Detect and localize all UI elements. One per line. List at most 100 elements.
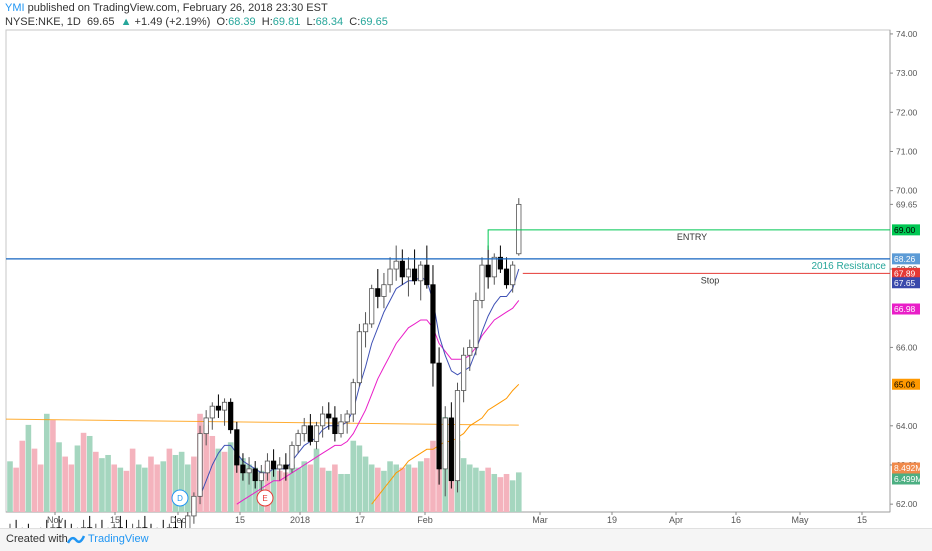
candle-body [296, 434, 300, 446]
volume-bar [87, 436, 93, 512]
candle-body [406, 269, 410, 277]
candle-body [278, 465, 282, 469]
candle-body [327, 414, 331, 418]
volume-bar [44, 414, 50, 512]
volume-bar [56, 442, 62, 512]
volume-bar [516, 472, 522, 512]
candle-body [425, 265, 429, 285]
candle-body [216, 406, 220, 410]
candle-body [284, 465, 288, 469]
candle-body [228, 402, 232, 429]
candle-body [382, 285, 386, 297]
volume-bar [510, 480, 516, 512]
candle-body [290, 445, 294, 469]
volume-bar [430, 441, 436, 512]
volume-bar [69, 464, 75, 512]
volume-bar [418, 461, 424, 512]
volume-bar [344, 474, 350, 512]
x-tick-label: 2018 [290, 515, 310, 525]
candle-body [339, 422, 343, 434]
volume-bar [424, 458, 430, 512]
candle-body [449, 418, 453, 481]
candle-body [308, 426, 312, 442]
volume-bar [75, 445, 81, 512]
price-tag-label: 69.00 [894, 225, 916, 235]
candle-body [241, 465, 245, 473]
candle-body [510, 265, 514, 285]
volume-bar [308, 464, 314, 512]
candle-body [517, 204, 521, 253]
y-tick-label: 69.65 [896, 199, 918, 209]
candle-body [474, 300, 478, 347]
volume-bar [209, 436, 215, 512]
candle-body [320, 414, 324, 426]
volume-bar [412, 468, 418, 512]
candle-body [419, 265, 423, 281]
y-tick-label: 74.00 [896, 29, 918, 39]
candle-body [455, 391, 459, 481]
tradingview-logo-icon [66, 532, 86, 546]
volume-bar [19, 441, 25, 512]
price-tag-label: 67.65 [894, 278, 916, 288]
volume-bar [136, 464, 142, 512]
candle-body [400, 261, 404, 277]
price-tag-label: 6.499M [894, 474, 922, 484]
volume-bar [148, 457, 154, 512]
y-tick-label: 70.00 [896, 186, 918, 196]
candle-body [345, 414, 349, 422]
candle-body [388, 269, 392, 285]
volume-bar [485, 468, 491, 512]
volume-bar [357, 445, 363, 512]
price-tag-label: 8.492M [894, 463, 922, 473]
candle-body [186, 516, 190, 528]
x-tick-label: 15 [235, 515, 245, 525]
tradingview-brand-link[interactable]: TradingView [88, 533, 149, 545]
volume-bar [105, 455, 111, 512]
volume-bar [99, 458, 105, 512]
volume-bar [185, 464, 191, 512]
footer-bar: Created with TradingView [0, 528, 932, 551]
candle-body [480, 265, 484, 300]
volume-bar [326, 471, 332, 512]
volume-bar [154, 464, 160, 512]
volume-bar [222, 452, 228, 512]
volume-bar [350, 441, 356, 512]
event-marker-label: D [177, 494, 183, 503]
candle-body [351, 383, 355, 414]
volume-bar [228, 442, 234, 512]
volume-bar [130, 449, 136, 512]
volume-bar [93, 452, 99, 512]
candle-body [486, 265, 490, 277]
volume-bar [479, 471, 485, 512]
volume-bar [111, 464, 117, 512]
volume-bar [81, 433, 87, 512]
x-tick-label: 16 [731, 515, 741, 525]
resistance-label: 2016 Resistance [812, 261, 887, 272]
entry-label: ENTRY [677, 232, 707, 242]
candle-body [204, 418, 208, 434]
volume-bar [167, 449, 173, 512]
candle-body [192, 496, 196, 516]
volume-bar [142, 468, 148, 512]
x-tick-label: Feb [417, 515, 433, 525]
volume-bar [504, 474, 510, 512]
candle-body [437, 363, 441, 469]
volume-bar [332, 464, 338, 512]
volume-bar [320, 468, 326, 512]
volume-bar [473, 468, 479, 512]
candle-body [394, 261, 398, 269]
candle-body [210, 406, 214, 418]
volume-bar [369, 464, 375, 512]
candle-body [492, 257, 496, 277]
candle-body [468, 347, 472, 355]
candle-body [314, 426, 318, 442]
volume-bar [62, 457, 68, 512]
volume-bar [375, 468, 381, 512]
y-tick-label: 66.00 [896, 342, 918, 352]
created-with-text: Created with [6, 533, 68, 545]
candle-body [247, 469, 251, 473]
x-tick-label: Apr [669, 515, 683, 525]
volume-bar [216, 449, 222, 512]
price-tag-label: 66.98 [894, 304, 916, 314]
